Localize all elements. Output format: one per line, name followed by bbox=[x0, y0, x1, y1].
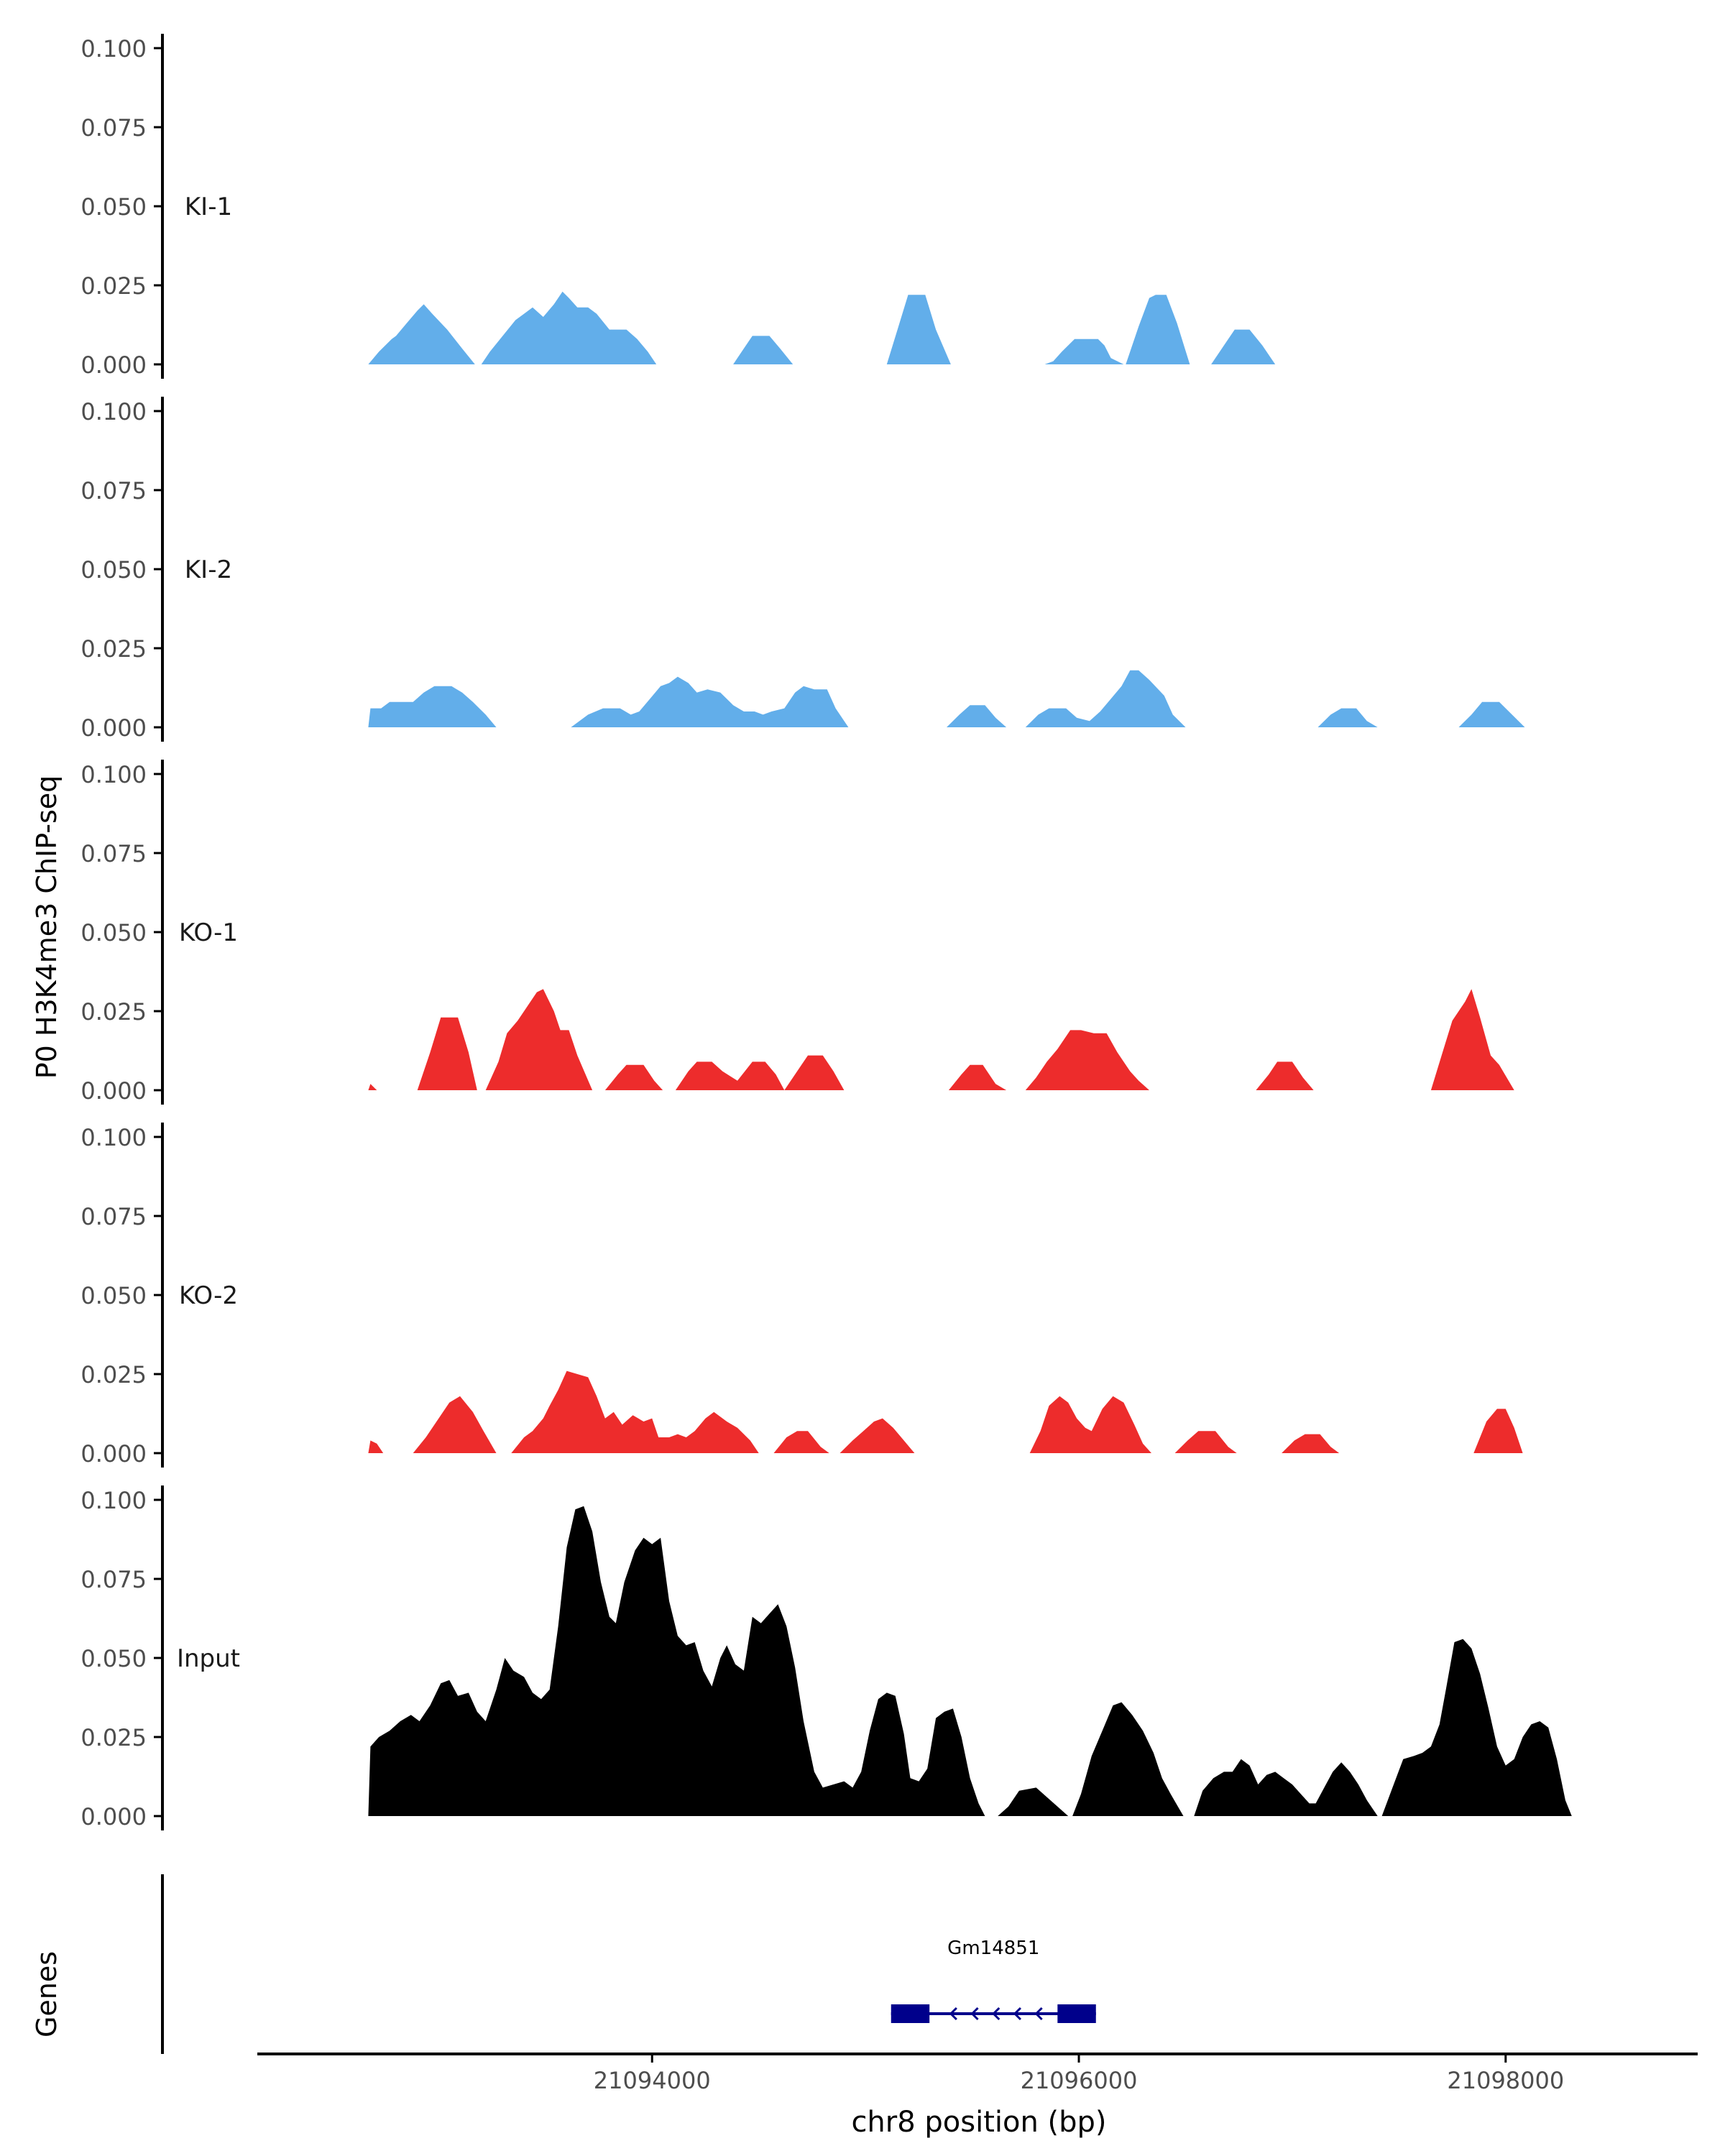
gene-strand-arrow bbox=[1013, 2007, 1022, 2021]
x-tick-label: 21094000 bbox=[594, 2067, 711, 2094]
y-tick-label-ki-1: 0.050 bbox=[80, 193, 147, 221]
track-label-ki-2: KI-2 bbox=[185, 556, 232, 584]
gene-exon bbox=[891, 2004, 930, 2023]
track-label-input: Input bbox=[177, 1644, 240, 1673]
y-tick-label-ki-2: 0.075 bbox=[80, 477, 147, 505]
y-tick-label-input: 0.025 bbox=[80, 1724, 147, 1751]
x-tick-label: 21098000 bbox=[1447, 2067, 1564, 2094]
coverage-area-ko-1 bbox=[368, 989, 1514, 1090]
gene-exon bbox=[1057, 2004, 1096, 2023]
track-label-ki-1: KI-1 bbox=[185, 193, 232, 221]
y-tick-label-ko-2: 0.075 bbox=[80, 1203, 147, 1230]
gene-strand-arrow bbox=[949, 2007, 957, 2021]
coverage-area-ki-2 bbox=[368, 670, 1525, 727]
coverage-area-input bbox=[368, 1506, 1572, 1816]
y-tick-label-ki-1: 0.100 bbox=[80, 35, 147, 63]
y-tick-label-ki-1: 0.075 bbox=[80, 114, 147, 142]
y-axis-title: P0 H3K4me3 ChIP-seq bbox=[31, 775, 63, 1079]
track-ki-2: 0.000 0.025 0.050 0.075 0.100 KI-2 bbox=[80, 397, 1525, 742]
y-tick-label-input: 0.000 bbox=[80, 1803, 147, 1830]
y-tick-label-ki-1: 0.000 bbox=[80, 351, 147, 379]
y-tick-label-ko-2: 0.000 bbox=[80, 1440, 147, 1468]
x-axis: 21094000 21096000 21098000 bbox=[257, 2053, 1698, 2094]
y-tick-label-ko-1: 0.075 bbox=[80, 840, 147, 867]
y-tick-label-input: 0.050 bbox=[80, 1645, 147, 1672]
track-ko-1: 0.000 0.025 0.050 0.075 0.100 KO-1 bbox=[80, 760, 1514, 1105]
y-tick-label-ko-2: 0.100 bbox=[80, 1124, 147, 1151]
track-input: 0.000 0.025 0.050 0.075 0.100 Input bbox=[80, 1485, 1572, 1830]
genes-panel-title: Genes bbox=[31, 1951, 63, 2037]
track-label-ko-1: KO-1 bbox=[179, 918, 238, 947]
tracks-group: 0.0000.0250.0500.0750.100KI-10.0000.0250… bbox=[80, 34, 1572, 1830]
y-tick-label-ko-2: 0.025 bbox=[80, 1361, 147, 1388]
track-ki-1: 0.000 0.025 0.050 0.075 0.100 KI-1 bbox=[80, 34, 1276, 379]
y-tick-label-ki-1: 0.025 bbox=[80, 272, 147, 300]
y-tick-label-ko-2: 0.050 bbox=[80, 1282, 147, 1309]
track-ko-2: 0.000 0.025 0.050 0.075 0.100 KO-2 bbox=[80, 1123, 1523, 1468]
track-label-ko-2: KO-2 bbox=[179, 1281, 238, 1310]
y-tick-label-ki-2: 0.025 bbox=[80, 635, 147, 663]
x-tick-label: 21096000 bbox=[1021, 2067, 1138, 2094]
coverage-area-ko-2 bbox=[368, 1370, 1523, 1453]
x-axis-title: chr8 position (bp) bbox=[851, 2106, 1106, 2139]
y-tick-label-ki-2: 0.050 bbox=[80, 556, 147, 584]
gene-strand-arrow bbox=[992, 2007, 1000, 2021]
gene-strand-arrow bbox=[1034, 2007, 1043, 2021]
gene-strand-arrow bbox=[970, 2007, 979, 2021]
coverage-area-ki-1 bbox=[368, 291, 1276, 364]
y-tick-label-ko-1: 0.000 bbox=[80, 1077, 147, 1105]
y-tick-label-input: 0.075 bbox=[80, 1566, 147, 1593]
y-tick-label-ko-1: 0.100 bbox=[80, 761, 147, 788]
y-tick-label-ki-2: 0.000 bbox=[80, 714, 147, 742]
genes-panel: Gm14851 bbox=[161, 1874, 1096, 2054]
y-tick-label-input: 0.100 bbox=[80, 1487, 147, 1514]
y-tick-label-ko-1: 0.050 bbox=[80, 919, 147, 946]
y-tick-label-ko-1: 0.025 bbox=[80, 998, 147, 1026]
y-tick-label-ki-2: 0.100 bbox=[80, 398, 147, 425]
gene-name-label: Gm14851 bbox=[947, 1938, 1039, 1959]
